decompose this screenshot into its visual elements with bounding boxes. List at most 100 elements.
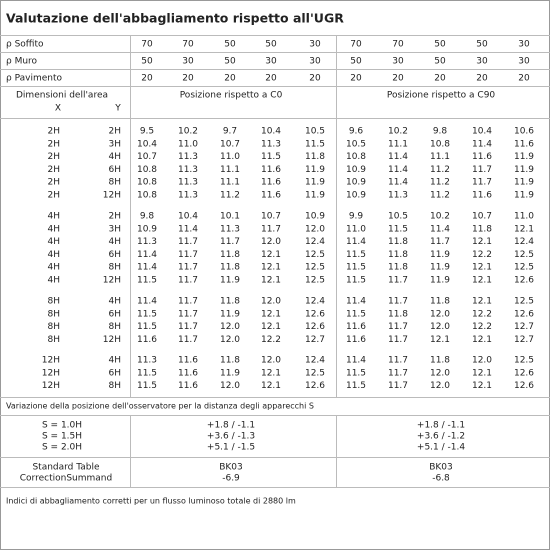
row-y: 8H: [109, 322, 122, 332]
ugr-value: 11.9: [430, 250, 450, 260]
row-y: 8H: [109, 381, 122, 391]
ugr-value: 11.6: [137, 335, 157, 345]
reflectance-value: 30: [309, 57, 321, 67]
reflectance-value: 70: [182, 40, 194, 50]
ugr-value: 11.8: [220, 356, 240, 366]
ugr-value: 12.0: [220, 381, 240, 391]
ugr-value: 11.9: [514, 152, 534, 162]
ugr-value: 11.9: [430, 276, 450, 286]
ugr-value: 9.8: [140, 212, 155, 222]
reflectance-value: 20: [182, 74, 194, 84]
ugr-value: 11.7: [388, 356, 408, 366]
reflectance-value: 50: [224, 57, 236, 67]
ugr-value: 10.8: [346, 152, 366, 162]
ugr-value: 11.3: [261, 139, 281, 149]
reflectance-value: 20: [224, 74, 236, 84]
ugr-value: 11.7: [178, 250, 198, 260]
ugr-value: 11.7: [388, 381, 408, 391]
reflectance-value: 20: [265, 74, 277, 84]
ugr-value: 11.0: [178, 139, 198, 149]
reflectance-value: 20: [434, 74, 446, 84]
rules: [0, 35, 550, 488]
ugr-value: 11.2: [220, 191, 240, 201]
variation-s: S = 2.0H: [42, 443, 82, 453]
ugr-value: 11.6: [472, 152, 492, 162]
row-y: 6H: [109, 309, 122, 319]
ugr-value: 12.1: [261, 263, 281, 273]
row-x: 2H: [48, 191, 61, 201]
ugr-value: 11.5: [346, 381, 366, 391]
row-x: 2H: [48, 165, 61, 175]
ugr-value: 12.4: [305, 237, 325, 247]
ugr-value: 10.7: [220, 139, 240, 149]
ugr-value: 12.2: [472, 250, 492, 260]
ugr-value: 12.0: [430, 368, 450, 378]
ugr-value: 11.6: [178, 368, 198, 378]
ugr-value: 12.4: [305, 356, 325, 366]
variation-c90: +5.1 / -1.4: [417, 443, 465, 453]
ugr-value: 12.0: [261, 297, 281, 307]
reflectance-value: 30: [265, 57, 277, 67]
row-y: 2H: [109, 127, 122, 137]
ugr-value: 12.6: [305, 309, 325, 319]
ugr-value: 11.7: [178, 276, 198, 286]
ugr-value: 11.5: [346, 368, 366, 378]
ugr-value: 11.5: [305, 139, 325, 149]
ugr-value: 11.7: [178, 309, 198, 319]
ugr-value: 11.9: [514, 191, 534, 201]
standard-label: Standard Table: [32, 463, 100, 473]
ugr-value: 11.3: [178, 152, 198, 162]
ugr-value: 12.6: [514, 276, 534, 286]
ugr-value: 11.4: [346, 297, 366, 307]
row-x: 4H: [48, 237, 61, 247]
row-y: 8H: [109, 178, 122, 188]
ugr-value: 11.8: [220, 263, 240, 273]
ugr-value: 11.8: [388, 250, 408, 260]
ugr-value: 9.7: [223, 127, 237, 137]
ugr-value: 10.2: [178, 127, 198, 137]
variation-c90: +3.6 / -1.2: [417, 432, 465, 442]
ugr-value: 11.6: [178, 381, 198, 391]
ugr-value: 12.1: [430, 335, 450, 345]
ugr-value: 12.2: [472, 322, 492, 332]
ugr-value: 10.1: [220, 212, 240, 222]
ugr-value: 12.5: [305, 263, 325, 273]
footer: Indici di abbagliamento corretti per un …: [6, 497, 296, 506]
ugr-value: 11.7: [388, 335, 408, 345]
row-x: 12H: [42, 368, 60, 378]
ugr-value: 12.1: [261, 250, 281, 260]
ugr-value: 9.8: [433, 127, 448, 137]
ugr-value: 12.2: [472, 309, 492, 319]
variation-s: S = 1.5H: [42, 432, 82, 442]
ugr-value: 11.8: [430, 356, 450, 366]
row-x: 4H: [48, 224, 61, 234]
ugr-value: 12.6: [514, 381, 534, 391]
ugr-value: 11.3: [388, 191, 408, 201]
ugr-value: 12.0: [220, 322, 240, 332]
ugr-value: 10.4: [137, 139, 157, 149]
ugr-value: 11.6: [178, 356, 198, 366]
ugr-value: 12.6: [514, 309, 534, 319]
ugr-value: 11.8: [220, 297, 240, 307]
ugr-value: 11.9: [305, 191, 325, 201]
ugr-value: 12.5: [514, 250, 534, 260]
ugr-value: 11.7: [430, 237, 450, 247]
ugr-value: 11.2: [430, 165, 450, 175]
ugr-value: 11.5: [137, 276, 157, 286]
ugr-value: 11.7: [472, 178, 492, 188]
ugr-value: 11.8: [472, 224, 492, 234]
ugr-value: 10.8: [137, 178, 157, 188]
ugr-value: 12.7: [514, 335, 534, 345]
ugr-value: 11.4: [137, 297, 157, 307]
ugr-value: 10.2: [430, 212, 450, 222]
ugr-value: 10.9: [346, 165, 366, 175]
ugr-value: 11.6: [346, 335, 366, 345]
row-x: 2H: [48, 139, 61, 149]
ugr-value: 10.9: [346, 191, 366, 201]
ugr-value: 12.5: [305, 368, 325, 378]
reflectance-value: 30: [182, 57, 194, 67]
ugr-value: 9.9: [349, 212, 364, 222]
ugr-value: 12.1: [472, 297, 492, 307]
ugr-value: 11.4: [472, 139, 492, 149]
ugr-value: 11.5: [388, 224, 408, 234]
